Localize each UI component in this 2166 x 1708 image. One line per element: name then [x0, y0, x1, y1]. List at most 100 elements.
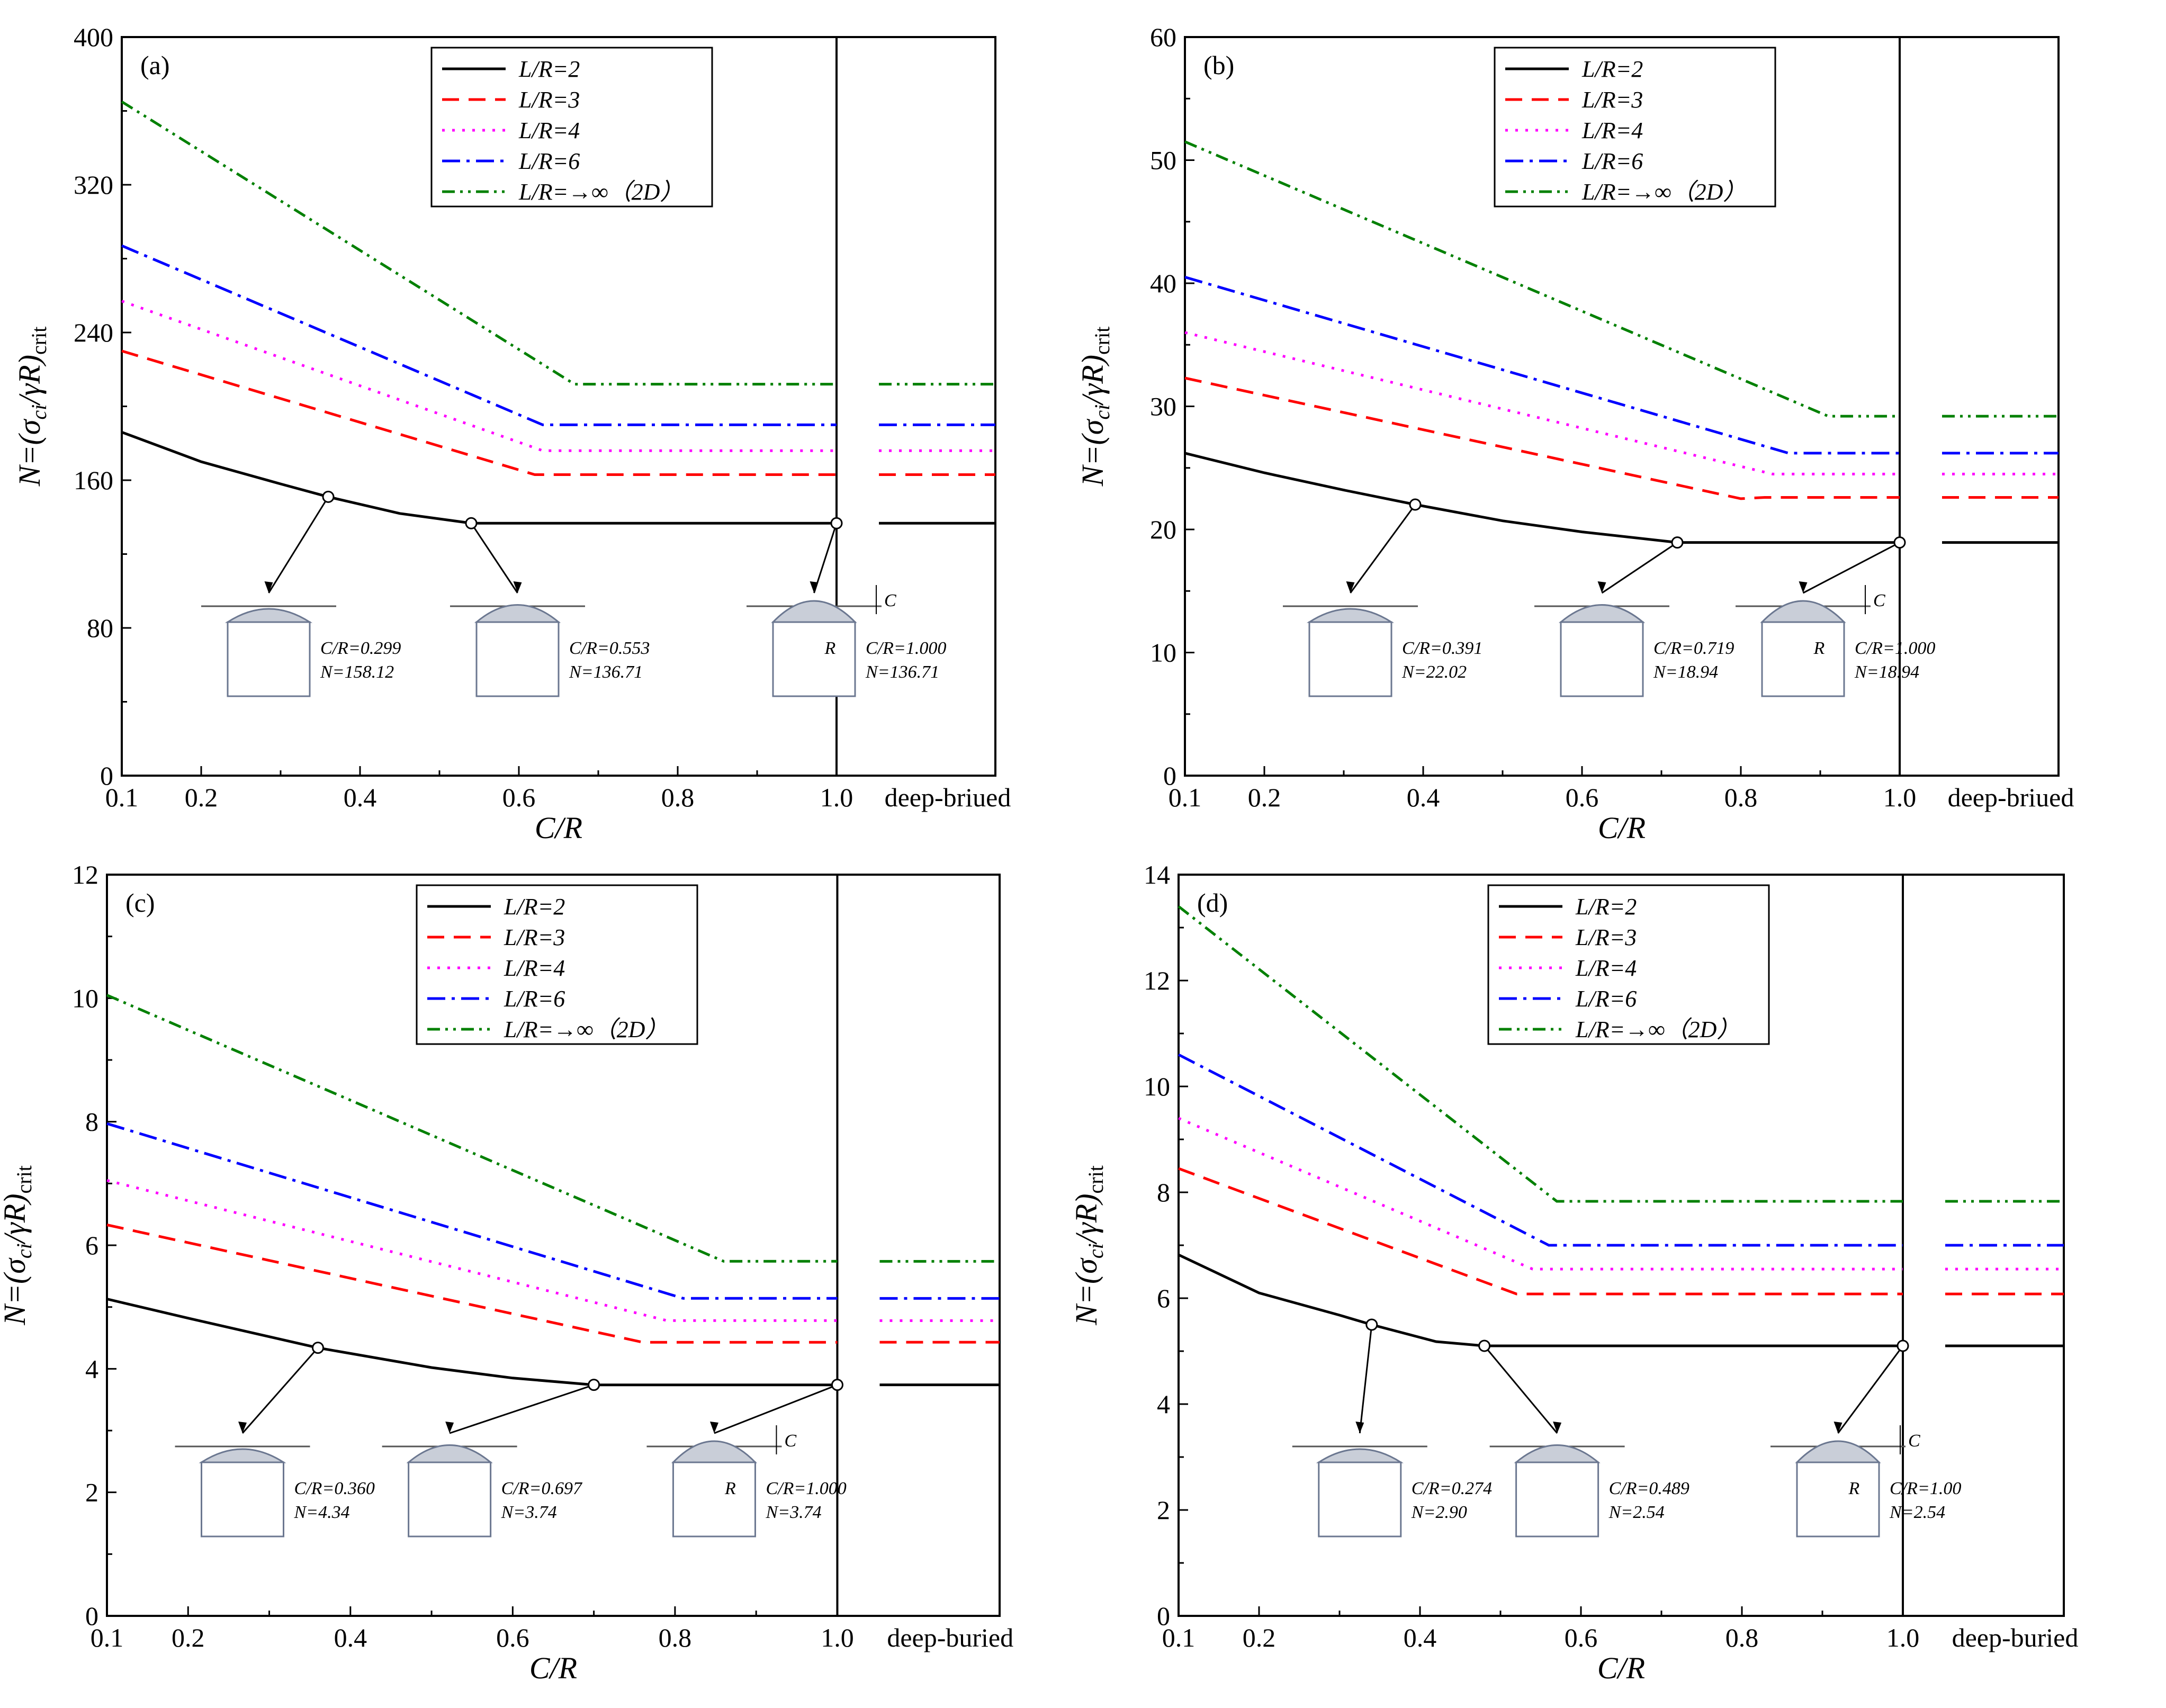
inset-n-label: N=3.74	[501, 1503, 557, 1522]
y-tick-label: 6	[85, 1230, 98, 1260]
legend-label: L/R=4	[504, 955, 565, 981]
y-axis-label: N=(σci/γR)crit	[0, 1165, 36, 1326]
x-tick-label: 0.8	[659, 1623, 692, 1652]
inset-cr-label: C/R=1.000	[766, 1479, 846, 1498]
y-tick-label: 8	[85, 1107, 98, 1137]
tunnel-inset: C/R=0.391 N=22.02	[1283, 605, 1482, 697]
inset-n-label: N=136.71	[865, 662, 939, 682]
inset-c-label: C	[1873, 591, 1885, 610]
tunnel-inset: C/R=0.274 N=2.90	[1292, 1445, 1492, 1538]
tunnel-section	[1560, 621, 1644, 697]
x-tick-label: 0.8	[1725, 1623, 1759, 1652]
tunnel-section	[772, 621, 856, 697]
x-tick-label: 0.4	[1407, 783, 1440, 812]
legend-label: L/R=6	[518, 148, 580, 174]
y-label-sub: crit	[1090, 327, 1114, 355]
inset-r-label: R	[1813, 639, 1825, 658]
x-tick-label: 0.6	[496, 1623, 529, 1652]
tunnel-section	[1761, 621, 1845, 697]
series-line	[1178, 1053, 1903, 1247]
data-marker	[1409, 498, 1422, 511]
inset-cr-label: C/R=0.553	[569, 639, 650, 658]
data-marker	[830, 517, 843, 529]
y-label-part: N=(σ	[1075, 418, 1110, 487]
y-tick-label: 0	[1157, 1601, 1170, 1631]
series-line	[1178, 905, 1903, 1203]
y-label-part: N=(σ	[1069, 1257, 1103, 1326]
y-tick-label: 0	[85, 1601, 98, 1631]
inset-cr-label: C/R=1.00	[1890, 1479, 1961, 1498]
series-line	[121, 100, 837, 386]
series-line	[1178, 1117, 1903, 1271]
arrow-head	[238, 1422, 247, 1433]
inset-c-label: C	[1908, 1431, 1920, 1451]
inset-n-label: N=3.74	[765, 1503, 821, 1522]
marker-arrow	[1359, 1324, 1373, 1434]
y-label-sub: crit	[1084, 1165, 1108, 1193]
arrow-head	[264, 581, 273, 593]
collapse-zone	[1760, 600, 1846, 623]
series-line	[106, 994, 838, 1263]
y-axis-label: N=(σci/γR)crit	[12, 327, 51, 487]
x-tick-label: 1.0	[1883, 783, 1917, 812]
data-marker	[588, 1379, 600, 1391]
y-tick-label: 60	[1150, 22, 1176, 52]
inset-n-label: N=2.54	[1608, 1503, 1665, 1522]
legend-label: L/R=4	[518, 118, 580, 143]
legend-label: L/R=3	[504, 924, 565, 950]
inset-cr-label: C/R=0.360	[294, 1479, 375, 1498]
y-label-part: /γR)	[0, 1193, 32, 1245]
arrow-head	[1355, 1422, 1364, 1433]
x-tick-label: 0.2	[185, 783, 218, 812]
x-tick-label: 1.0	[820, 783, 853, 812]
y-label-part: N=(σ	[12, 418, 47, 487]
inset-n-label: N=158.12	[320, 662, 394, 682]
y-label-sub: ci	[12, 1243, 36, 1258]
legend-label: L/R=→∞（2D）	[504, 1017, 668, 1042]
chart-panel-d: 0 2 4 6 8 10 12 14 0.1 0.2 0.4 0.6 0.8 1.0 deep-buried…	[1069, 860, 2078, 1685]
tunnel-section	[1515, 1461, 1599, 1538]
inset-r-label: R	[1848, 1479, 1860, 1498]
legend-box	[1494, 47, 1776, 208]
legend-label: L/R=6	[1581, 148, 1643, 174]
legend-label: L/R=→∞（2D）	[1581, 179, 1746, 205]
deep-buried-label: deep-briued	[1948, 783, 2074, 812]
legend-label: L/R=4	[1575, 955, 1637, 981]
x-tick-label: 0.1	[1162, 1623, 1196, 1652]
collapse-zone	[199, 1448, 286, 1463]
tunnel-inset: C/R=0.360 N=4.34	[175, 1445, 375, 1538]
series-line	[121, 300, 837, 452]
panel-label: (c)	[125, 888, 155, 918]
data-marker	[312, 1342, 325, 1354]
y-tick-label: 0	[100, 761, 113, 790]
x-tick-label: 0.4	[1404, 1623, 1437, 1652]
collapse-zone	[1514, 1444, 1601, 1463]
arrow-head	[1799, 581, 1808, 593]
tunnel-section	[201, 1461, 285, 1538]
collapse-zone	[406, 1444, 493, 1463]
tunnel-section	[227, 621, 311, 697]
data-marker	[1478, 1340, 1491, 1352]
inset-r-label: R	[824, 639, 836, 658]
inset-n-label: N=22.02	[1401, 662, 1467, 682]
x-tick-label: 0.1	[105, 783, 139, 812]
collapse-zone	[671, 1440, 757, 1463]
legend-label: L/R=3	[1581, 87, 1643, 113]
arrow-head	[513, 581, 522, 593]
data-marker	[1365, 1318, 1378, 1331]
tunnel-section	[672, 1461, 756, 1538]
tunnel-inset: C/R=0.299 N=158.12	[201, 605, 401, 697]
series-line	[1184, 331, 1900, 475]
legend-box	[1487, 884, 1770, 1045]
data-marker	[322, 490, 335, 503]
x-tick-label: 0.2	[1248, 783, 1281, 812]
tunnel-section	[1796, 1461, 1880, 1538]
collapse-zone	[1306, 608, 1395, 623]
tunnel-inset: C R C/R=1.000 N=18.94	[1736, 585, 1935, 697]
marker-arrow	[470, 523, 518, 594]
panel-label: (b)	[1203, 50, 1234, 80]
tunnel-inset: C/R=0.697 N=3.74	[382, 1444, 583, 1538]
collapse-zone	[1795, 1440, 1881, 1463]
marker-arrow	[268, 496, 329, 594]
y-label-part: N=(σ	[0, 1257, 32, 1326]
